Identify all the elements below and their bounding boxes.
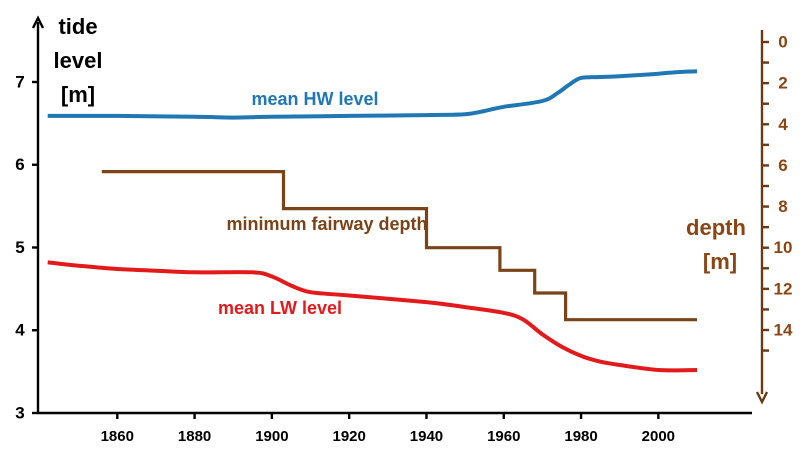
right-tick-label: 4 xyxy=(778,115,788,134)
series-line-mean-lw-level xyxy=(47,260,698,373)
right-tick-label: 2 xyxy=(778,74,787,93)
series-label-mean-lw-level: mean LW level xyxy=(218,298,342,318)
right-tick-label: 12 xyxy=(774,279,793,298)
x-tick-label: 2000 xyxy=(642,428,675,445)
left-tick-label: 6 xyxy=(15,155,24,174)
x-tick-label: 1980 xyxy=(564,428,597,445)
left-axis-label: [m] xyxy=(61,82,95,107)
x-tick-label: 1860 xyxy=(101,428,134,445)
right-tick-label: 14 xyxy=(774,320,793,339)
right-tick-label: 8 xyxy=(778,197,787,216)
right-tick-label: 6 xyxy=(778,156,787,175)
left-tick-label: 5 xyxy=(15,238,24,257)
left-axis-arrow-icon xyxy=(31,15,45,29)
left-tick-label: 4 xyxy=(15,321,25,340)
x-tick-label: 1920 xyxy=(332,428,365,445)
right-axis-arrow-icon xyxy=(755,391,769,405)
series-line-mean-hw-level xyxy=(47,69,698,120)
series-line-minimum-fairway-depth xyxy=(101,170,697,322)
x-tick-label: 1960 xyxy=(487,428,520,445)
x-tick-label: 1900 xyxy=(255,428,288,445)
left-axis-label: tide xyxy=(58,14,97,39)
left-tick-label: 3 xyxy=(15,403,24,422)
series-label-mean-hw-level: mean HW level xyxy=(251,89,378,109)
x-tick-label: 1880 xyxy=(178,428,211,445)
right-axis-label: [m] xyxy=(703,249,737,274)
right-axis-label: depth xyxy=(686,215,746,240)
right-tick-label: 10 xyxy=(774,238,793,257)
x-tick-label: 1940 xyxy=(410,428,443,445)
left-tick-label: 7 xyxy=(15,72,24,91)
left-axis-label: level xyxy=(54,48,103,73)
right-tick-label: 0 xyxy=(778,32,787,51)
series-label-minimum-fairway-depth: minimum fairway depth xyxy=(226,214,427,234)
